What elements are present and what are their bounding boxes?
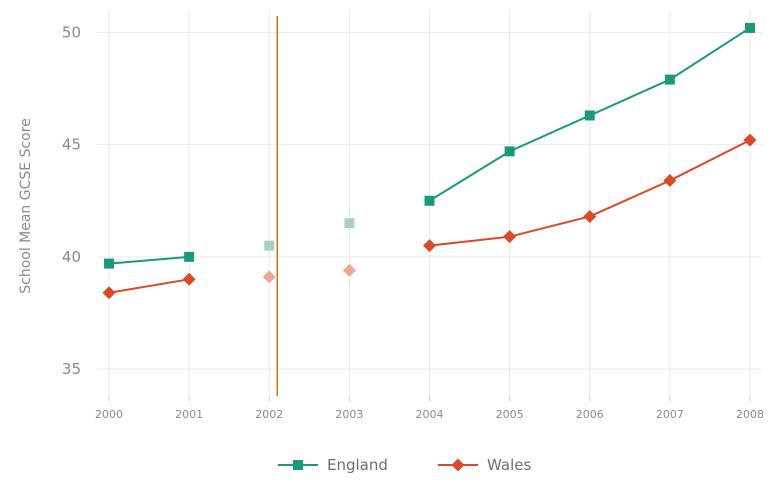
y-axis-label: School Mean GCSE Score <box>18 118 34 294</box>
x-tick-label: 2000 <box>95 408 123 421</box>
x-tick-label: 2001 <box>175 408 203 421</box>
series-layer <box>102 22 757 300</box>
x-tick-label: 2003 <box>335 408 363 421</box>
legend-swatch-marker <box>293 460 303 470</box>
data-point-wales <box>423 239 436 253</box>
x-tick-label: 2002 <box>255 408 283 421</box>
data-point-wales <box>182 272 196 286</box>
legend: England Wales <box>278 456 531 474</box>
data-point-wales <box>583 209 597 223</box>
series-england <box>104 22 755 269</box>
data-point-wales <box>663 174 677 188</box>
data-point-wales <box>743 133 757 147</box>
data-point-wales <box>342 263 356 277</box>
x-tick-label: 2007 <box>656 408 684 421</box>
y-tick-label: 40 <box>62 248 81 266</box>
data-point-england <box>664 74 675 85</box>
x-tick-label: 2004 <box>416 408 444 421</box>
data-point-england <box>344 218 355 229</box>
x-tick-label: 2006 <box>576 408 604 421</box>
data-point-wales <box>503 230 517 244</box>
data-point-england <box>184 251 195 262</box>
x-tick-label: 2008 <box>736 408 764 421</box>
legend-label-england: England <box>327 456 388 474</box>
legend-item-wales: Wales <box>438 456 531 474</box>
x-tick-label: 2005 <box>496 408 524 421</box>
data-point-england <box>424 195 435 206</box>
data-point-england <box>104 258 115 269</box>
data-point-wales <box>102 286 116 300</box>
data-point-wales <box>262 270 276 284</box>
y-tick-label: 45 <box>62 136 81 154</box>
series-line-wales <box>108 278 190 294</box>
y-tick-label: 35 <box>62 360 81 378</box>
axis-labels: 35 40 45 50 2000 2001 2002 2003 2004 2005 2006 2007… <box>62 23 764 421</box>
legend-item-england: England <box>278 456 388 474</box>
series-line-england <box>108 255 190 265</box>
data-point-england <box>744 22 755 33</box>
series-wales <box>102 133 757 300</box>
data-point-england <box>584 110 595 121</box>
data-point-england <box>264 240 275 251</box>
legend-swatch-marker <box>451 458 465 472</box>
y-tick-label: 50 <box>62 23 81 41</box>
legend-label-wales: Wales <box>487 456 531 474</box>
data-point-england <box>504 146 515 157</box>
